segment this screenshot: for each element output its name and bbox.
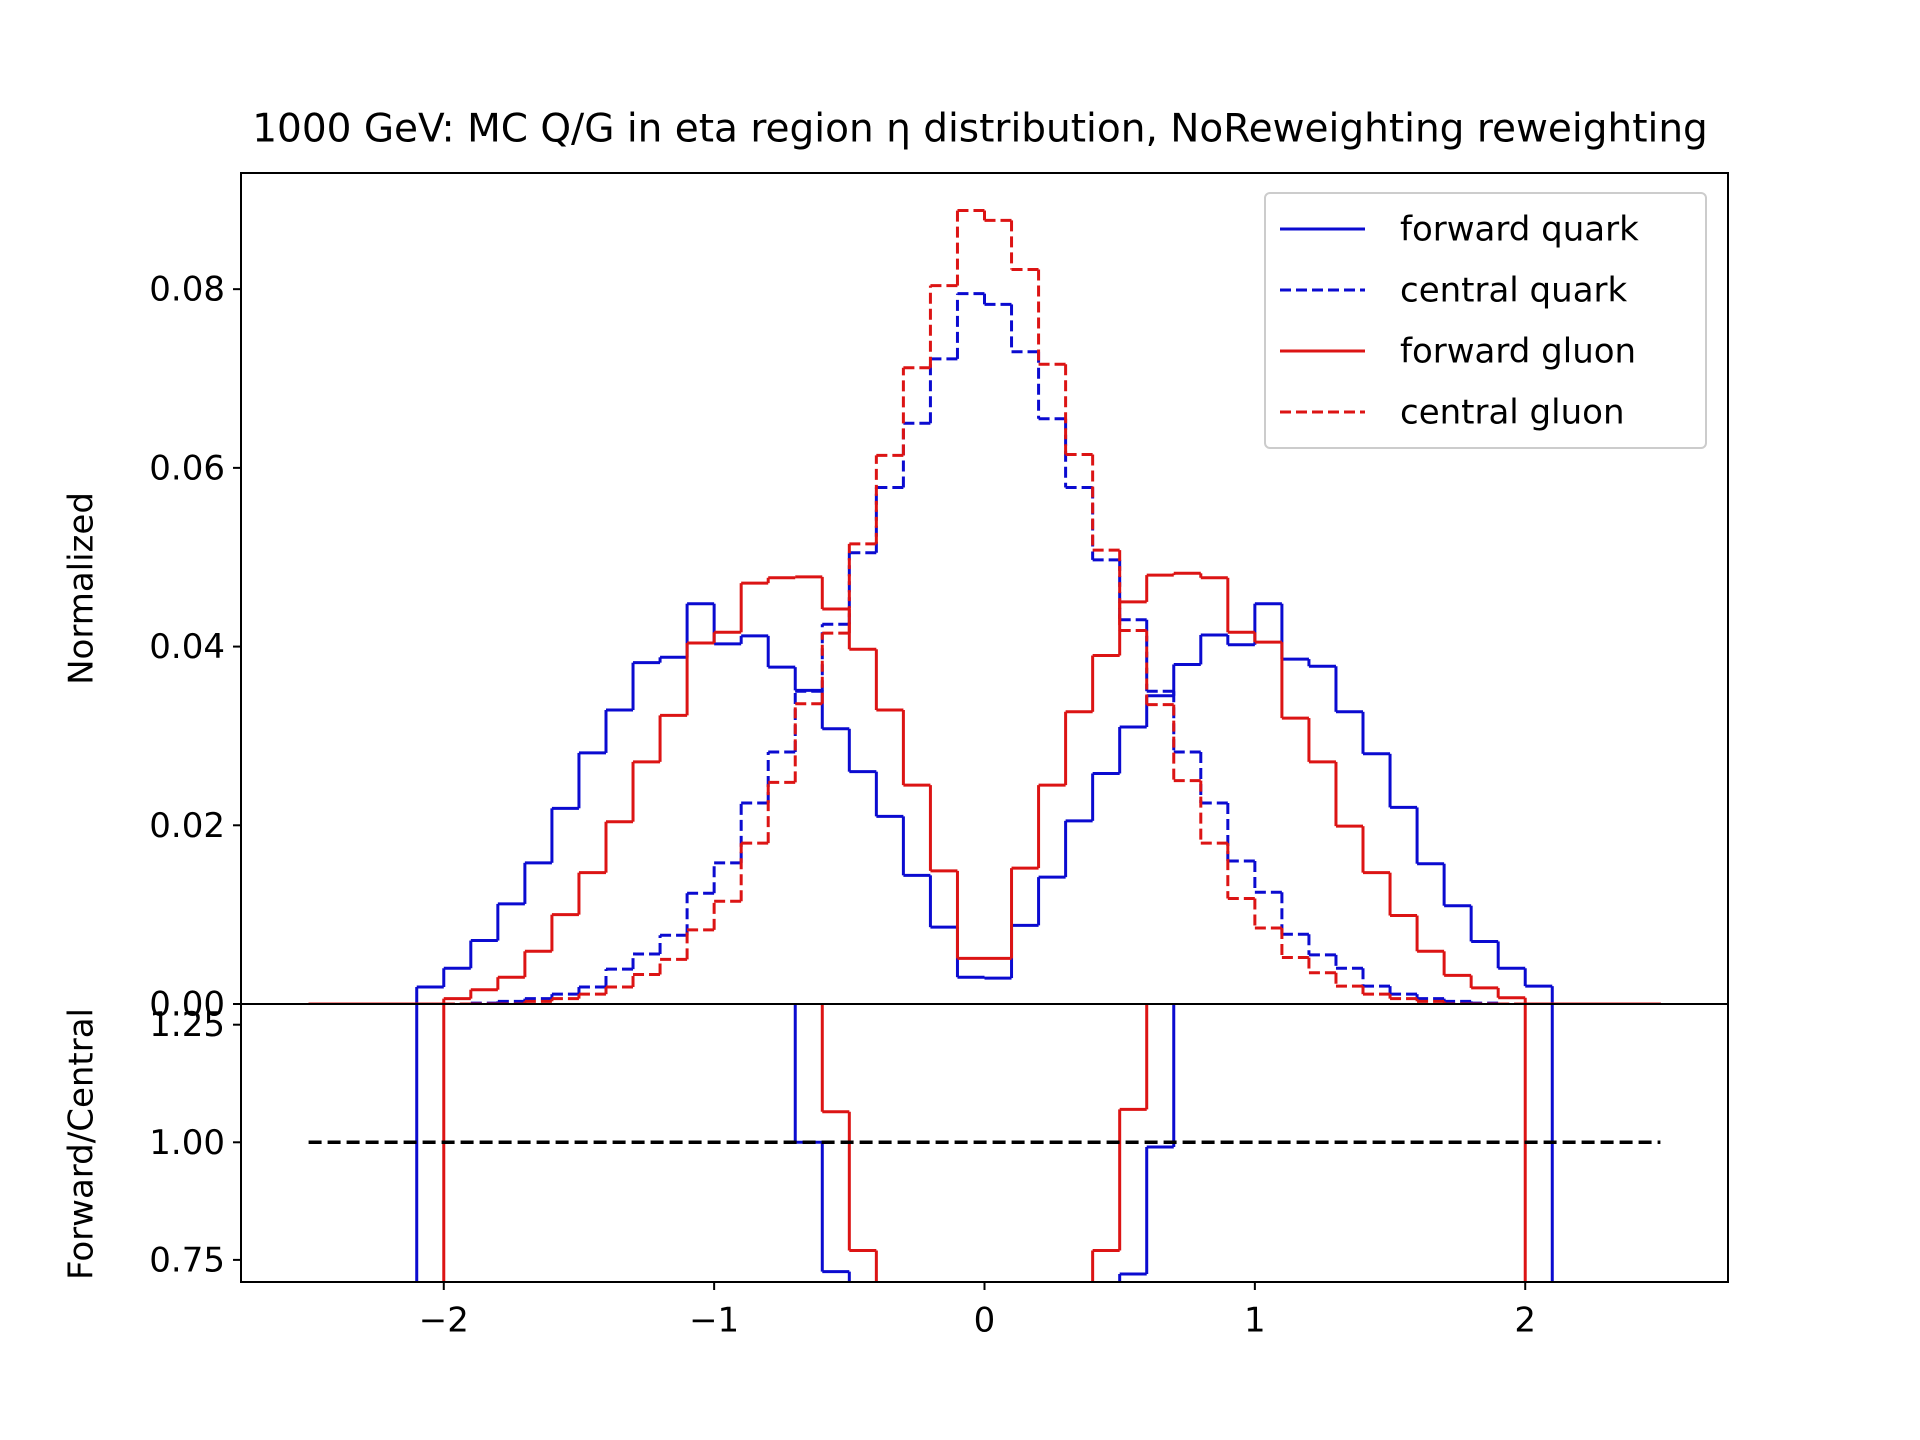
y-tick-label: 1.00: [149, 1123, 225, 1163]
legend-box: [1264, 192, 1707, 449]
y-tick-label: 0.00: [149, 985, 225, 1025]
y-tick-label: 0.08: [149, 270, 225, 310]
legend-label: central gluon: [1400, 393, 1625, 433]
y-axis-label: Normalized: [62, 492, 102, 685]
plot-area: [308, 1004, 1661, 1282]
y-tick-label: 0.06: [149, 448, 225, 488]
x-tick-label: −2: [419, 1301, 469, 1341]
y-axis-label: Forward/Central: [62, 1008, 102, 1280]
y-tick-label: 0.75: [149, 1240, 225, 1280]
chart-title: 1000 GeV: MC Q/G in eta region η distrib…: [252, 107, 1708, 152]
plot-area: [308, 209, 1661, 1004]
legend-label: forward quark: [1400, 210, 1639, 250]
x-tick-label: 2: [1514, 1301, 1536, 1341]
legend-label: central quark: [1400, 271, 1628, 311]
x-tick-label: 1: [1244, 1301, 1266, 1341]
x-tick-label: 0: [974, 1301, 996, 1341]
x-tick-label: −1: [689, 1301, 739, 1341]
y-tick-label: 0.02: [149, 806, 225, 846]
y-tick-label: 0.04: [149, 627, 225, 667]
y-tick-label: 1.25: [149, 1005, 225, 1045]
legend-label: forward gluon: [1400, 332, 1636, 372]
